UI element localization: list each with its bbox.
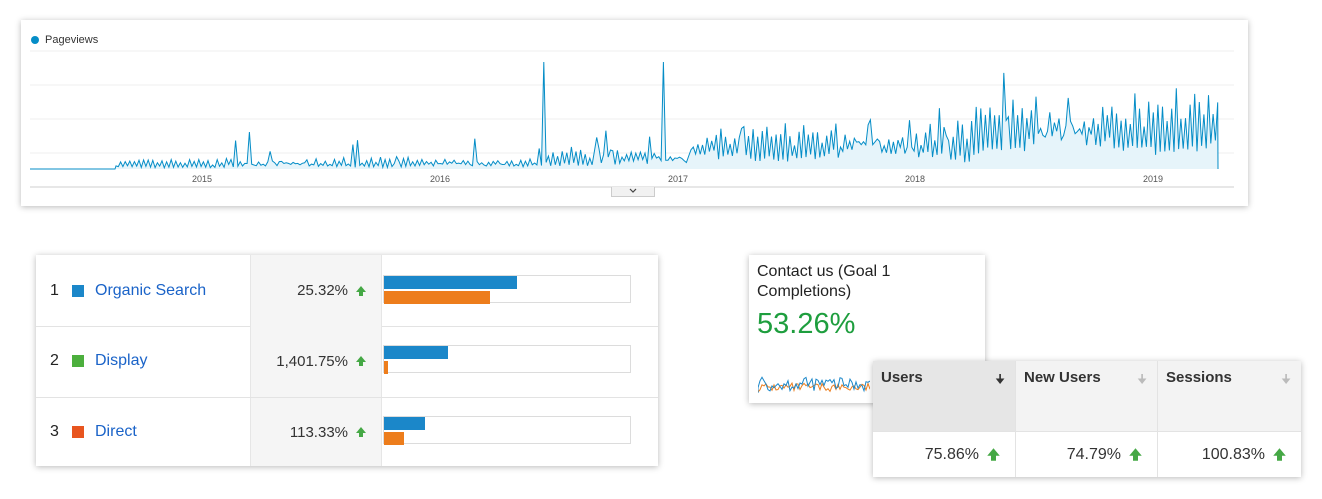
goal-title: Contact us (Goal 1 Completions) <box>757 263 891 300</box>
metric-column-new-users: New Users 🠋 74.79% <box>1016 361 1158 477</box>
channel-name-cell: 1 Organic Search <box>36 255 250 326</box>
channel-bar-cell <box>383 325 658 397</box>
metric-value-cell: 100.83% <box>1158 432 1301 477</box>
previous-period-bar <box>384 432 404 445</box>
channel-change-cell: 113.33% <box>250 398 382 466</box>
sort-arrow-icon: 🠋 <box>1281 372 1291 386</box>
up-arrow-icon <box>1273 448 1286 461</box>
channel-link-direct[interactable]: Direct <box>95 423 137 440</box>
channel-swatch <box>72 284 84 297</box>
channels-table: 1 Organic Search 25.32% 2 Display 1,401.… <box>36 255 658 466</box>
sort-arrow-icon: 🠋 <box>995 372 1005 386</box>
legend-dot <box>31 36 39 44</box>
channel-change-value: 113.33% <box>289 423 348 441</box>
metric-value-cell: 75.86% <box>873 432 1015 477</box>
channel-change-cell: 1,401.75% <box>250 325 382 397</box>
up-arrow-icon <box>356 285 366 296</box>
metric-value: 74.79% <box>1066 445 1121 463</box>
column-header-users[interactable]: Users 🠋 <box>873 361 1015 432</box>
channel-link-organic-search[interactable]: Organic Search <box>95 281 207 299</box>
bar-track <box>383 416 631 445</box>
current-period-bar <box>384 417 425 430</box>
channel-name-cell: 2 Display <box>36 325 250 397</box>
metric-value: 100.83% <box>1201 445 1265 463</box>
expand-chart-button[interactable] <box>611 187 655 197</box>
bar-track <box>383 275 631 304</box>
metrics-table: Users 🠋 75.86% New Users 🠋 74.79% Sessio… <box>873 361 1301 477</box>
channel-row: 1 Organic Search 25.32% <box>36 255 658 327</box>
column-header-sessions[interactable]: Sessions 🠋 <box>1158 361 1301 432</box>
metric-value: 75.86% <box>924 445 979 463</box>
goal-change-value: 53.26% <box>757 308 856 340</box>
previous-period-bar <box>384 291 490 304</box>
up-arrow-icon <box>356 427 366 437</box>
year-label-2019: 2019 <box>1143 174 1163 184</box>
channel-change-value: 1,401.75% <box>276 352 348 370</box>
channel-row: 2 Display 1,401.75% <box>36 325 658 398</box>
channel-change-value: 25.32% <box>297 282 348 299</box>
channel-rank: 3 <box>50 423 59 440</box>
column-header-label: Users <box>881 369 923 386</box>
year-label-2015: 2015 <box>192 174 212 184</box>
year-label-2016: 2016 <box>430 174 450 184</box>
sort-arrow-icon: 🠋 <box>1137 372 1147 386</box>
channel-swatch <box>72 426 84 438</box>
up-arrow-icon <box>356 356 366 366</box>
channel-name-cell: 3 Direct <box>36 398 250 466</box>
channel-swatch <box>72 355 84 367</box>
metric-value-cell: 74.79% <box>1016 432 1157 477</box>
up-arrow-icon <box>1129 448 1142 461</box>
channel-link-display[interactable]: Display <box>95 352 148 369</box>
channel-bar-cell <box>383 398 658 466</box>
current-period-bar <box>384 346 448 359</box>
up-arrow-icon <box>987 448 1000 461</box>
metric-column-users: Users 🠋 75.86% <box>873 361 1016 477</box>
column-header-new-users[interactable]: New Users 🠋 <box>1016 361 1157 432</box>
column-header-label: Sessions <box>1166 369 1232 386</box>
sparkline-current <box>758 376 870 393</box>
year-label-2017: 2017 <box>668 174 688 184</box>
pageviews-line <box>30 61 1219 170</box>
goal-sparkline <box>758 376 870 393</box>
chevron-down-icon <box>629 188 637 193</box>
channel-rank: 1 <box>50 281 59 299</box>
pageviews-area <box>30 62 1218 169</box>
year-label-2018: 2018 <box>905 174 925 184</box>
metric-column-sessions: Sessions 🠋 100.83% <box>1158 361 1301 477</box>
current-period-bar <box>384 276 517 289</box>
timeline-legend: Pageviews <box>31 34 98 46</box>
channel-change-cell: 25.32% <box>250 255 382 326</box>
channel-rank: 2 <box>50 352 59 369</box>
pageviews-chart: 2015 2016 2017 2018 2019 <box>30 50 1234 188</box>
column-header-label: New Users <box>1024 369 1101 386</box>
bar-track <box>383 345 631 374</box>
previous-period-bar <box>384 361 389 374</box>
legend-label: Pageviews <box>45 34 99 46</box>
pageviews-timeline-card: Pageviews 2015 2016 2017 2018 2019 <box>21 20 1248 206</box>
channel-bar-cell <box>383 255 658 326</box>
channel-row: 3 Direct 113.33% <box>36 398 658 466</box>
